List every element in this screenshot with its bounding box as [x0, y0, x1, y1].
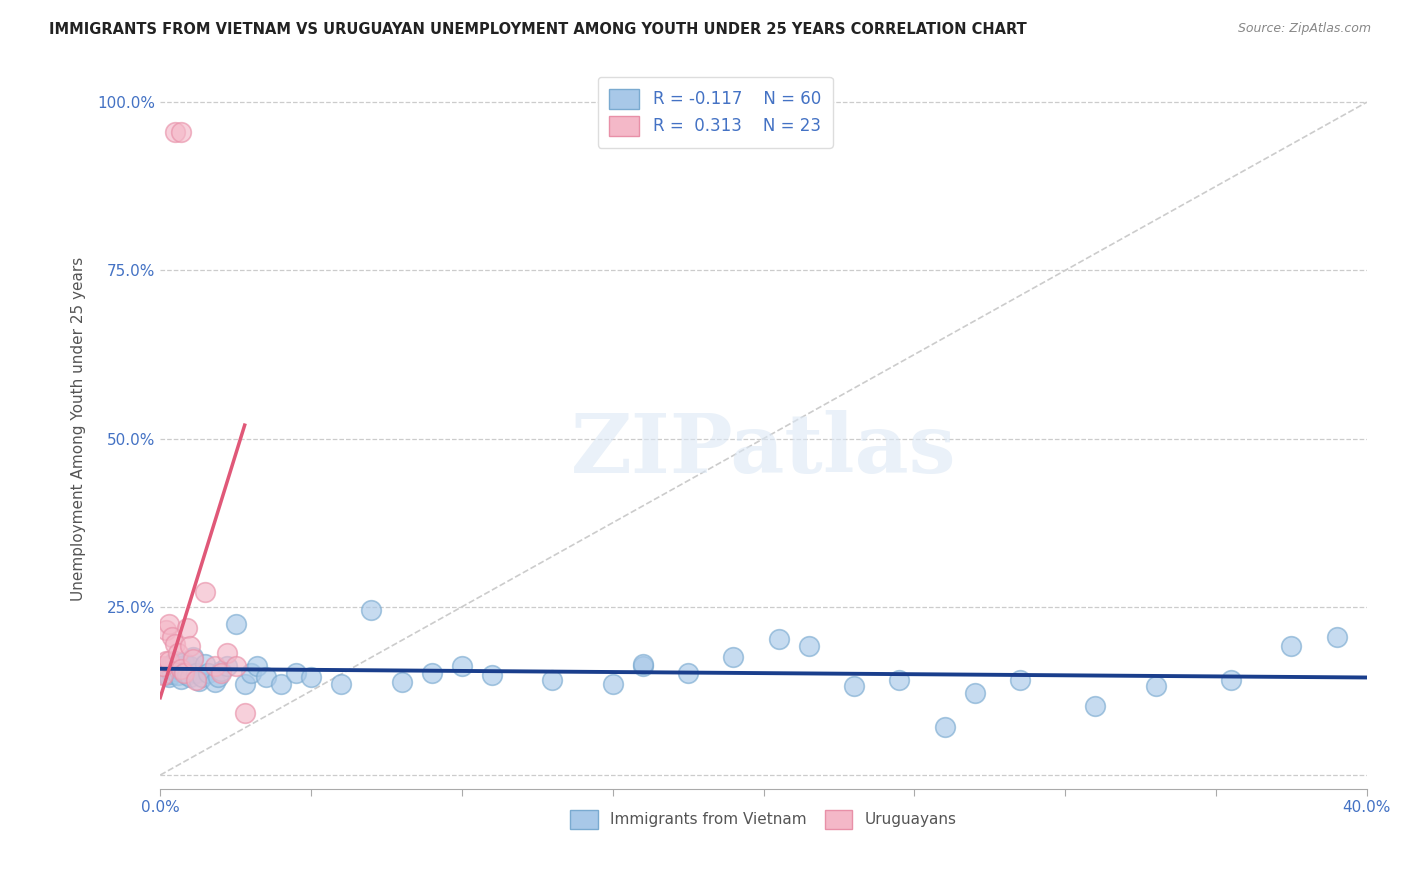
- Point: [225, 659, 247, 673]
- Point: [170, 659, 193, 673]
- Point: [1279, 639, 1302, 653]
- Point: [186, 665, 208, 680]
- Text: IMMIGRANTS FROM VIETNAM VS URUGUAYAN UNEMPLOYMENT AMONG YOUTH UNDER 25 YEARS COR: IMMIGRANTS FROM VIETNAM VS URUGUAYAN UNE…: [49, 22, 1026, 37]
- Point: [176, 621, 198, 635]
- Point: [420, 665, 443, 680]
- Point: [165, 637, 187, 651]
- Point: [225, 616, 247, 631]
- Point: [155, 654, 177, 668]
- Point: [152, 659, 174, 673]
- Point: [173, 655, 195, 669]
- Point: [152, 668, 174, 682]
- Point: [167, 662, 190, 676]
- Point: [157, 616, 180, 631]
- Y-axis label: Unemployment Among Youth under 25 years: Unemployment Among Youth under 25 years: [72, 256, 86, 600]
- Point: [215, 646, 238, 660]
- Point: [215, 659, 238, 673]
- Point: [391, 675, 413, 690]
- Point: [204, 675, 226, 690]
- Point: [768, 632, 790, 647]
- Point: [167, 646, 190, 660]
- Point: [1326, 630, 1348, 644]
- Point: [165, 125, 187, 139]
- Point: [186, 673, 208, 687]
- Point: [188, 673, 211, 688]
- Point: [450, 659, 472, 673]
- Point: [170, 672, 193, 686]
- Point: [233, 706, 256, 721]
- Legend: Immigrants from Vietnam, Uruguayans: Immigrants from Vietnam, Uruguayans: [564, 804, 963, 835]
- Point: [1008, 673, 1031, 687]
- Text: ZIPatlas: ZIPatlas: [571, 410, 956, 490]
- Point: [889, 673, 911, 687]
- Point: [207, 671, 229, 685]
- Point: [173, 664, 195, 678]
- Point: [179, 671, 201, 685]
- Point: [194, 585, 217, 599]
- Point: [183, 652, 205, 666]
- Point: [963, 686, 986, 700]
- Point: [246, 659, 269, 673]
- Point: [204, 659, 226, 673]
- Point: [842, 679, 865, 693]
- Point: [162, 630, 184, 644]
- Point: [209, 665, 232, 680]
- Point: [233, 677, 256, 691]
- Point: [179, 659, 201, 673]
- Point: [934, 720, 956, 734]
- Point: [157, 671, 180, 685]
- Point: [1084, 699, 1107, 714]
- Point: [170, 125, 193, 139]
- Point: [152, 664, 174, 678]
- Point: [176, 668, 198, 682]
- Point: [541, 673, 564, 687]
- Point: [191, 671, 214, 685]
- Point: [157, 659, 180, 673]
- Point: [239, 665, 262, 680]
- Point: [155, 624, 177, 638]
- Point: [481, 668, 503, 682]
- Point: [165, 654, 187, 668]
- Point: [270, 677, 292, 691]
- Point: [179, 639, 201, 653]
- Point: [155, 668, 177, 682]
- Point: [723, 650, 745, 665]
- Point: [197, 665, 219, 680]
- Point: [602, 677, 624, 691]
- Point: [173, 665, 195, 680]
- Point: [170, 662, 193, 676]
- Point: [194, 657, 217, 671]
- Point: [162, 667, 184, 681]
- Text: Source: ZipAtlas.com: Source: ZipAtlas.com: [1237, 22, 1371, 36]
- Point: [676, 665, 699, 680]
- Point: [254, 671, 277, 685]
- Point: [284, 665, 307, 680]
- Point: [1144, 679, 1167, 693]
- Point: [183, 650, 205, 665]
- Point: [157, 654, 180, 668]
- Point: [165, 664, 187, 678]
- Point: [1220, 673, 1243, 687]
- Point: [167, 668, 190, 682]
- Point: [299, 671, 322, 685]
- Point: [631, 659, 654, 673]
- Point: [631, 657, 654, 671]
- Point: [797, 639, 820, 653]
- Point: [162, 657, 184, 671]
- Point: [360, 603, 382, 617]
- Point: [209, 664, 232, 678]
- Point: [155, 660, 177, 674]
- Point: [330, 677, 353, 691]
